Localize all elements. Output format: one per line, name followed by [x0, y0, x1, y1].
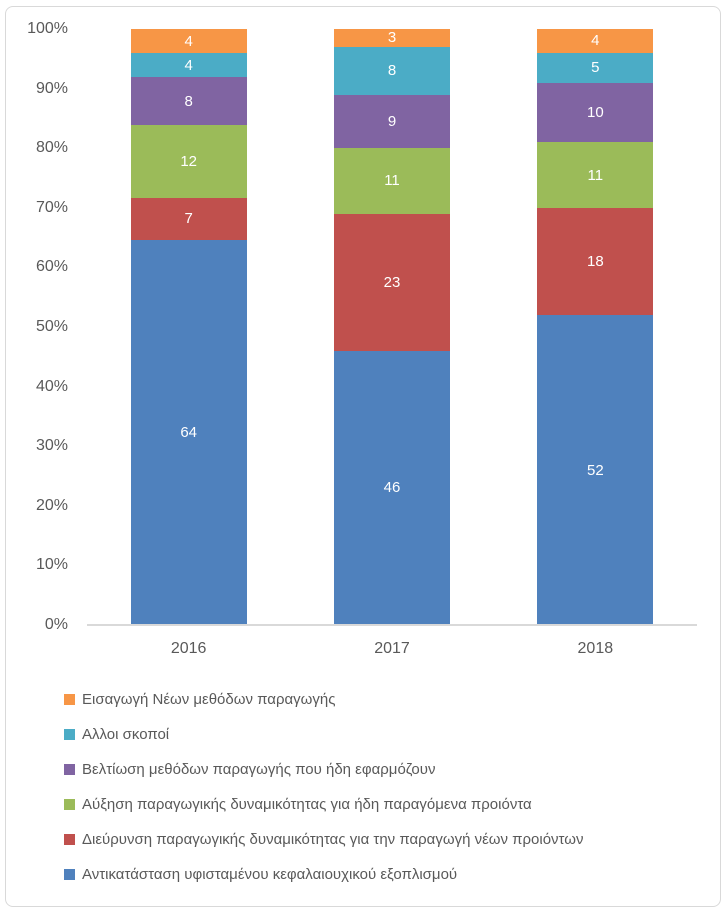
legend-item: Βελτίωση μεθόδων παραγωγής που ήδη εφαρμ… [64, 757, 583, 781]
legend-item: Αύξηση παραγωγικής δυναμικότητας για ήδη… [64, 792, 583, 816]
y-tick-label: 80% [35, 139, 68, 157]
bar-segment: 3 [334, 29, 450, 47]
plot-area: 64 7 12 8 4 4 46 23 11 9 8 3 52 18 11 10 5 4 [87, 29, 697, 625]
bar-2017: 46 23 11 9 8 3 [334, 29, 450, 625]
bar-segment: 46 [334, 350, 450, 625]
bar-segment: 11 [537, 142, 654, 208]
segment-value-label: 23 [383, 273, 401, 291]
segment-value-label: 9 [387, 112, 397, 130]
bar-2018: 52 18 11 10 5 4 [537, 29, 654, 625]
segment-value-label: 4 [591, 32, 600, 50]
legend-swatch-icon [64, 833, 75, 845]
segment-value-label: 5 [591, 59, 600, 77]
legend: Εισαγωγή Νέων μεθόδων παραγωγής Αλλοι σκο… [64, 687, 583, 886]
legend-label: Βελτίωση μεθόδων παραγωγής που ήδη εφαρμ… [82, 760, 436, 778]
segment-value-label: 46 [383, 479, 401, 497]
y-tick-label: 70% [35, 198, 68, 216]
legend-item: Αντικατάσταση υφισταμένου κεφαλαιουχικού… [64, 862, 583, 886]
legend-swatch-icon [64, 693, 75, 705]
bar-segment: 4 [130, 53, 247, 78]
segment-value-label: 10 [586, 103, 604, 121]
segment-value-label: 4 [184, 56, 193, 74]
y-tick-label: 30% [35, 437, 68, 455]
y-tick-label: 10% [35, 556, 68, 574]
segment-value-label: 3 [387, 29, 397, 47]
y-tick-label: 20% [35, 496, 68, 514]
bar-segment: 12 [130, 125, 247, 198]
y-tick-label: 0% [44, 616, 68, 633]
legend-item: Διεύρυνση παραγωγικής δυναμικότητας για … [64, 827, 583, 851]
legend-item: Εισαγωγή Νέων μεθόδων παραγωγής [64, 687, 583, 711]
legend-swatch-icon [64, 763, 75, 775]
legend-item: Αλλοι σκοποί [64, 722, 583, 746]
legend-label: Αντικατάσταση υφισταμένου κεφαλαιουχικού… [82, 865, 458, 883]
x-tick-label: 2018 [577, 640, 614, 657]
bar-segment: 9 [334, 94, 450, 149]
segment-value-label: 18 [586, 252, 604, 270]
legend-label: Διεύρυνση παραγωγικής δυναμικότητας για … [82, 830, 584, 848]
y-tick-label: 40% [35, 377, 68, 395]
x-axis-line [87, 624, 697, 626]
bar-segment: 4 [537, 29, 654, 53]
segment-value-label: 12 [180, 152, 197, 170]
segment-value-label: 11 [384, 172, 400, 190]
legend-swatch-icon [64, 798, 75, 810]
segment-value-label: 8 [184, 92, 193, 110]
x-tick-label: 2016 [170, 640, 207, 657]
bar-segment: 52 [537, 315, 654, 625]
legend-swatch-icon [64, 728, 75, 740]
y-tick-label: 90% [35, 79, 68, 97]
bar-segment: 18 [537, 207, 654, 316]
segment-value-label: 7 [184, 210, 193, 228]
legend-label: Αύξηση παραγωγικής δυναμικότητας για ήδη… [82, 795, 532, 813]
legend-swatch-icon [64, 868, 75, 880]
bar-segment: 8 [130, 77, 247, 126]
bar-segment: 7 [130, 197, 247, 240]
bar-segment: 64 [130, 239, 247, 625]
y-tick-label: 50% [35, 318, 68, 335]
bar-2016: 64 7 12 8 4 4 [130, 29, 247, 625]
segment-value-label: 52 [586, 461, 604, 479]
segment-value-label: 8 [387, 62, 397, 80]
segment-value-label: 64 [180, 423, 197, 441]
bar-segment: 5 [537, 52, 654, 83]
segment-value-label: 4 [184, 32, 193, 50]
y-tick-label: 100% [27, 20, 68, 37]
x-tick-label: 2017 [374, 640, 410, 657]
y-tick-label: 60% [35, 258, 68, 276]
legend-label: Εισαγωγή Νέων μεθόδων παραγωγής [82, 690, 336, 708]
bar-segment: 8 [334, 46, 450, 95]
bar-segment: 11 [334, 148, 450, 214]
bar-segment: 23 [334, 213, 450, 351]
bar-segment: 4 [130, 29, 247, 54]
bar-segment: 10 [537, 82, 654, 143]
legend-label: Αλλοι σκοποί [82, 725, 170, 743]
segment-value-label: 11 [587, 166, 604, 184]
